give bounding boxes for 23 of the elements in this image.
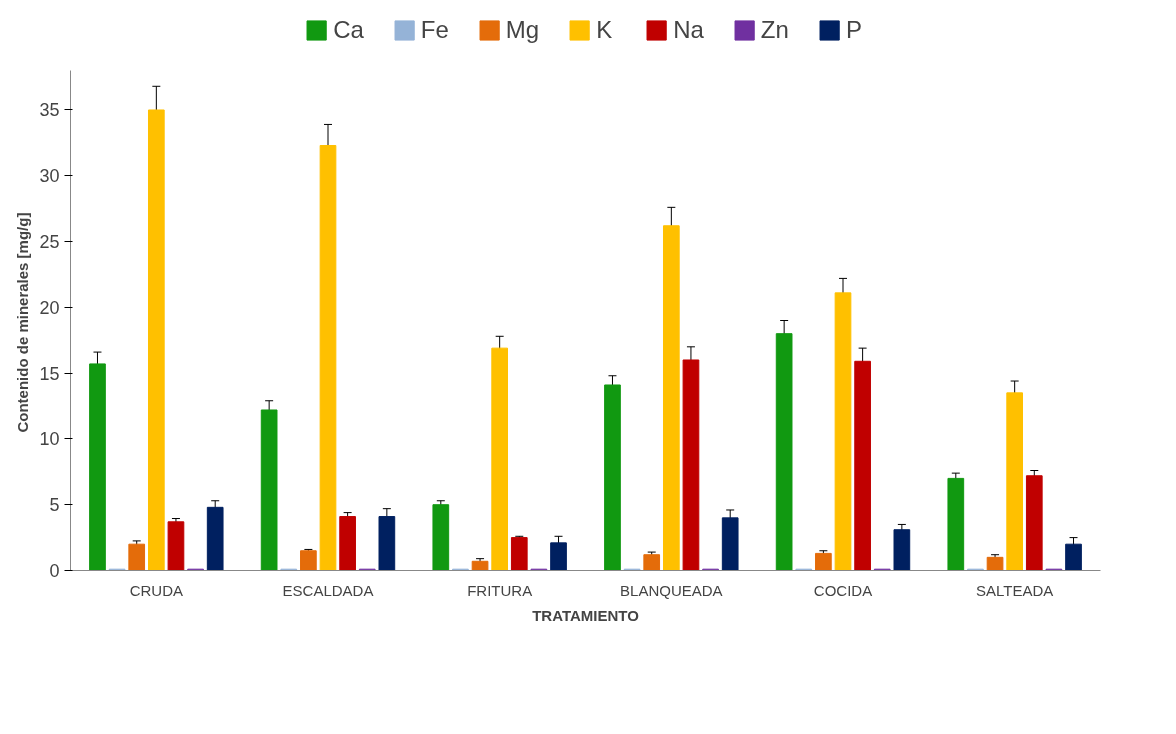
y-tick-label: 5 xyxy=(49,495,60,516)
y-axis-title: Contenido de minerales [mg/g] xyxy=(14,212,32,433)
x-tick-label: BLANQUEADA xyxy=(620,581,723,599)
legend-label: Zn xyxy=(760,16,789,44)
y-tick-label: 10 xyxy=(39,429,60,450)
y-tick-label: 15 xyxy=(39,363,60,384)
legend-label: K xyxy=(596,16,614,44)
y-tick-label: 30 xyxy=(39,166,60,187)
x-tick-label: ESCALDADA xyxy=(282,581,374,599)
legend-label: P xyxy=(845,16,863,44)
y-tick-label: 0 xyxy=(49,561,60,581)
x-tick-label: CRUDA xyxy=(129,581,184,599)
x-tick-label: SALTEADA xyxy=(976,581,1054,599)
y-tick-label: 25 xyxy=(39,232,60,253)
x-tick-label: FRITURA xyxy=(467,581,533,599)
x-tick-label: COCIDA xyxy=(813,581,873,599)
legend-label: Ca xyxy=(333,16,364,44)
y-tick-label: 35 xyxy=(39,100,60,121)
x-axis-title: TRATAMIENTO xyxy=(532,606,640,624)
y-tick-label: 20 xyxy=(39,297,60,318)
legend-label: Na xyxy=(673,16,704,44)
legend-label: Mg xyxy=(505,16,540,44)
legend-label: Fe xyxy=(420,16,449,44)
